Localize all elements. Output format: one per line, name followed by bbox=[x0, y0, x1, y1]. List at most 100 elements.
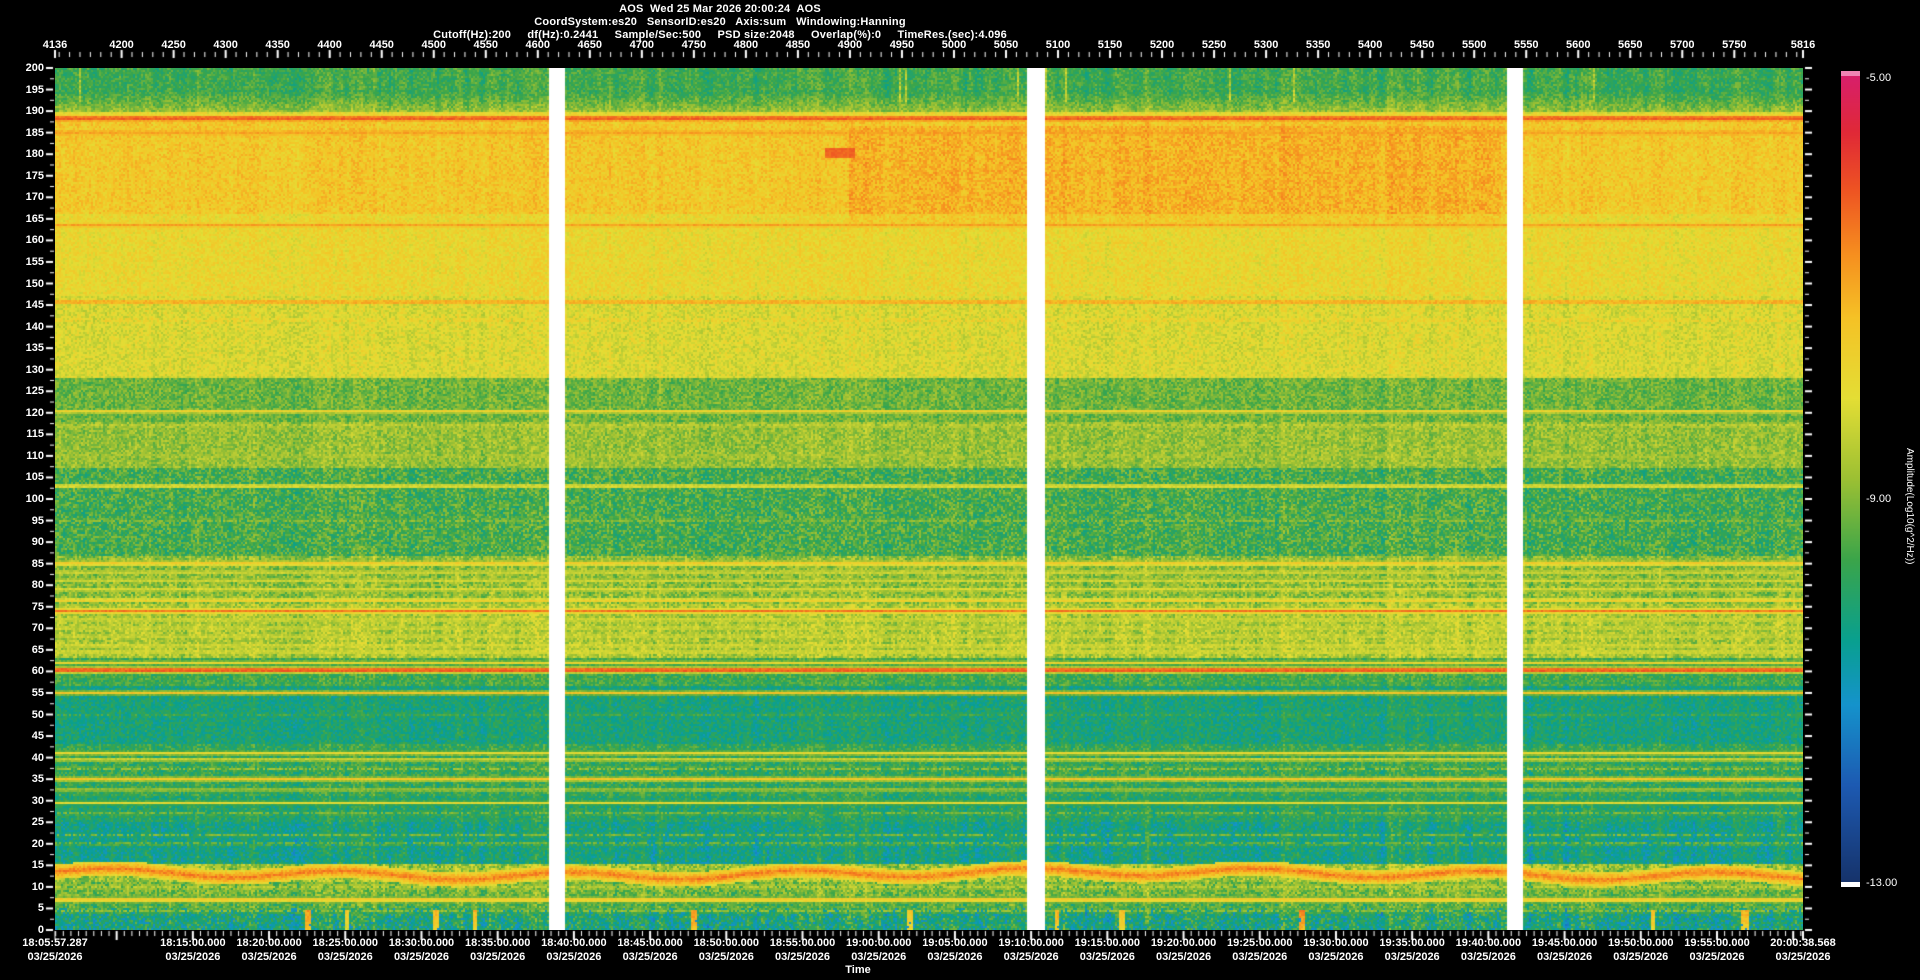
top-axis-label: 4300 bbox=[213, 39, 238, 51]
top-axis-label: 4850 bbox=[785, 39, 811, 51]
time-label: 18:35:00.000 bbox=[464, 937, 531, 949]
time-label: 18:20:00.000 bbox=[236, 937, 302, 949]
top-axis-label: 5050 bbox=[993, 39, 1019, 51]
freq-axis-label: 90 bbox=[31, 536, 44, 549]
time-label: 18:45:00.000 bbox=[617, 937, 683, 949]
colorbar-title: Amplitude(Log10(g^2/Hz)) bbox=[1904, 448, 1915, 565]
time-label: 19:30:00.000 bbox=[1303, 937, 1369, 949]
top-axis-label: 5600 bbox=[1566, 39, 1591, 51]
date-label: 03/25/2026 bbox=[470, 951, 526, 963]
top-axis-label: 5700 bbox=[1670, 39, 1695, 51]
colorbar-overflow-cap bbox=[1841, 71, 1860, 76]
top-axis-label: 5500 bbox=[1461, 39, 1487, 51]
date-label: 03/25/2026 bbox=[774, 951, 831, 963]
freq-axis-label: 110 bbox=[26, 449, 44, 462]
time-label: 18:15:00.000 bbox=[160, 937, 226, 949]
time-label: 19:20:00.000 bbox=[1150, 937, 1217, 949]
freq-axis-label: 95 bbox=[31, 514, 44, 527]
time-label: 19:40:00.000 bbox=[1455, 937, 1522, 949]
date-label: 03/25/2026 bbox=[1775, 951, 1831, 963]
freq-axis-label: 180 bbox=[25, 148, 44, 161]
date-label: 03/25/2026 bbox=[622, 951, 678, 963]
freq-axis-label: 80 bbox=[31, 579, 44, 592]
time-label: 20:00:38.568 bbox=[1770, 937, 1836, 949]
freq-axis-label: 50 bbox=[31, 708, 44, 721]
freq-axis-label: 20 bbox=[31, 837, 44, 850]
time-label: 19:25:00.000 bbox=[1227, 937, 1293, 949]
freq-axis-label: 115 bbox=[26, 428, 44, 441]
date-label: 03/25/2026 bbox=[1232, 951, 1288, 963]
top-axis-label: 4200 bbox=[109, 39, 134, 51]
top-axis-label: 4800 bbox=[733, 39, 759, 51]
freq-axis-label: 70 bbox=[31, 622, 44, 635]
freq-axis-label: 185 bbox=[25, 126, 44, 139]
freq-axis-label: 60 bbox=[31, 665, 44, 678]
freq-axis-label: 195 bbox=[25, 83, 44, 96]
time-label: 18:30:00.000 bbox=[388, 937, 455, 949]
top-axis-label: 5400 bbox=[1357, 39, 1383, 51]
time-label: 19:50:00.000 bbox=[1608, 937, 1674, 949]
date-label: 03/25/2026 bbox=[1079, 951, 1135, 963]
freq-axis-label: 25 bbox=[31, 816, 44, 829]
top-axis-label: 5200 bbox=[1149, 39, 1175, 51]
time-label: 19:10:00.000 bbox=[998, 937, 1064, 949]
date-label: 03/25/2026 bbox=[27, 951, 83, 963]
date-label: 03/25/2026 bbox=[1613, 951, 1669, 963]
top-axis-label: 5650 bbox=[1618, 39, 1643, 51]
freq-axis-label: 165 bbox=[25, 212, 44, 225]
spectrogram-canvas[interactable] bbox=[55, 68, 1803, 930]
top-axis-label: 4550 bbox=[473, 39, 498, 51]
header-settings-line: CoordSystem:es20 SensorID:es20 Axis:sum … bbox=[534, 16, 906, 28]
freq-axis-label: 120 bbox=[25, 406, 44, 419]
date-label: 03/25/2026 bbox=[1689, 951, 1745, 963]
date-label: 03/25/2026 bbox=[241, 951, 297, 963]
time-label: 18:05:57.287 bbox=[22, 937, 88, 949]
top-axis-label: 4750 bbox=[681, 39, 707, 51]
date-label: 03/25/2026 bbox=[851, 951, 907, 963]
freq-axis-label: 75 bbox=[31, 600, 44, 613]
freq-axis-label: 10 bbox=[31, 880, 44, 893]
time-label: 18:50:00.000 bbox=[693, 937, 760, 949]
top-axis-label: 4136 bbox=[42, 39, 68, 51]
freq-axis-label: 100 bbox=[25, 493, 44, 505]
top-axis-label: 5816 bbox=[1790, 39, 1816, 51]
freq-axis-label: 160 bbox=[25, 234, 44, 247]
colorbar-min-label: -13.00 bbox=[1866, 877, 1898, 889]
freq-axis-label: 5 bbox=[37, 902, 44, 915]
top-axis-label: 4450 bbox=[369, 39, 394, 51]
colorbar-mid-label: -9.00 bbox=[1866, 493, 1892, 505]
top-axis-label: 5300 bbox=[1253, 39, 1279, 51]
top-axis-label: 4650 bbox=[577, 39, 603, 51]
top-axis-label: 4950 bbox=[889, 39, 915, 51]
freq-axis-label: 105 bbox=[25, 471, 44, 484]
date-label: 03/25/2026 bbox=[927, 951, 983, 963]
top-axis-label: 5750 bbox=[1722, 39, 1747, 51]
freq-axis-label: 35 bbox=[31, 773, 44, 786]
top-axis-label: 4350 bbox=[265, 39, 290, 51]
colorbar-max-label: -5.00 bbox=[1866, 72, 1892, 84]
top-axis-label: 4900 bbox=[837, 39, 863, 51]
header-title-line: AOS Wed 25 Mar 2026 20:00:24 AOS bbox=[619, 3, 821, 15]
freq-axis-label: 130 bbox=[25, 363, 44, 376]
freq-axis-label: 170 bbox=[25, 191, 44, 204]
time-label: 18:25:00.000 bbox=[312, 937, 378, 949]
time-label: 19:05:00.000 bbox=[922, 937, 988, 949]
date-label: 03/25/2026 bbox=[1384, 951, 1440, 963]
freq-axis-label: 145 bbox=[25, 299, 44, 312]
freq-axis-label: 30 bbox=[31, 794, 44, 807]
freq-axis-label: 125 bbox=[25, 385, 44, 398]
freq-axis-label: 65 bbox=[31, 643, 44, 656]
date-label: 03/25/2026 bbox=[1003, 951, 1059, 963]
date-label: 03/25/2026 bbox=[1156, 951, 1212, 963]
time-label: 19:35:00.000 bbox=[1379, 937, 1445, 949]
top-axis-label: 5450 bbox=[1409, 39, 1435, 51]
top-axis-label: 5100 bbox=[1045, 39, 1071, 51]
top-axis-label: 4500 bbox=[421, 39, 446, 51]
top-axis-label: 4600 bbox=[525, 39, 550, 51]
freq-axis-label: 140 bbox=[25, 320, 44, 333]
freq-axis-label: 40 bbox=[31, 751, 44, 764]
time-label: 19:00:00.000 bbox=[845, 937, 912, 949]
freq-axis-label: 85 bbox=[31, 557, 44, 570]
date-label: 03/25/2026 bbox=[1308, 951, 1364, 963]
